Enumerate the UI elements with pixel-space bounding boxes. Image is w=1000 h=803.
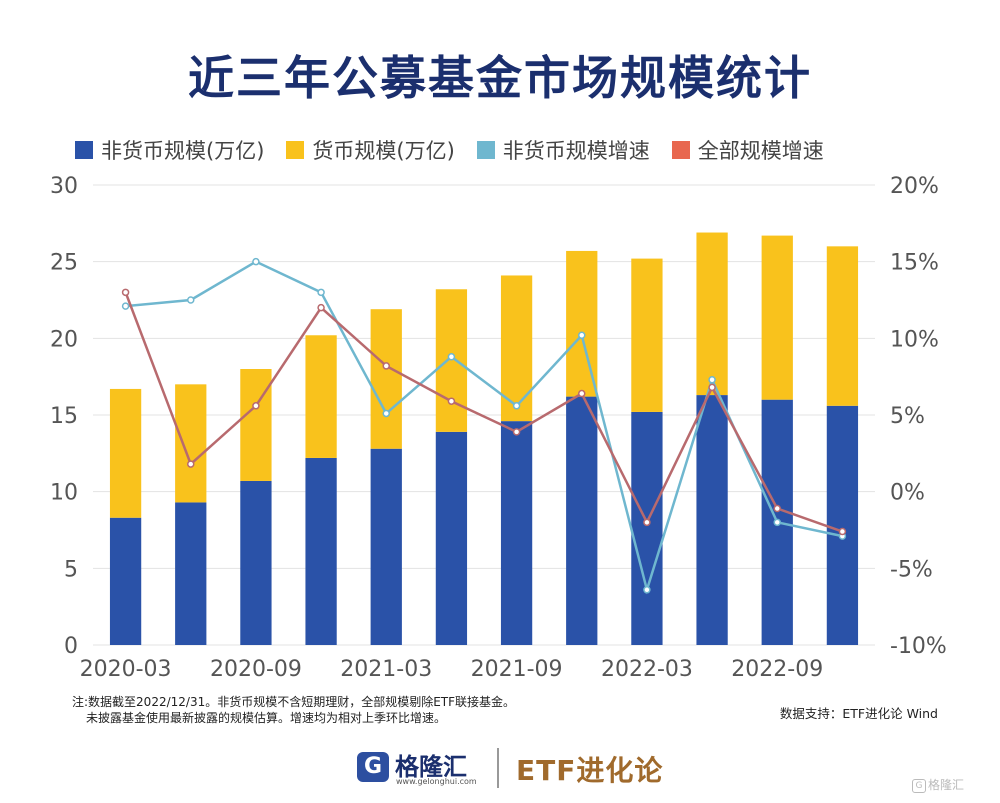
point-total-growth — [643, 518, 651, 527]
legend-label: 全部规模增速 — [697, 139, 824, 163]
y-right-tick-label: 10% — [890, 327, 939, 352]
legend-label: 货币规模(万亿) — [312, 139, 455, 163]
legend-item-nonmoney-growth: 非货币规模增速 — [476, 135, 650, 165]
y-left-tick-label: 30 — [50, 174, 78, 199]
footnote: 注:数据截至2022/12/31。非货币规模不含短期理财，全部规模剔除ETF联接… — [72, 694, 515, 726]
bar-nonmoney — [631, 411, 663, 645]
bar-nonmoney — [435, 431, 468, 645]
partner-logo: ETF进化论 — [516, 754, 664, 787]
bar-nonmoney — [370, 448, 402, 645]
point-nonmoney-growth — [187, 296, 195, 304]
bar-nonmoney — [500, 421, 533, 645]
point-total-growth — [121, 288, 130, 297]
point-nonmoney-growth — [643, 586, 651, 594]
point-nonmoney-growth — [252, 257, 260, 266]
bar-money — [631, 258, 663, 412]
footer-divider — [497, 748, 499, 788]
legend-label: 非货币规模增速 — [502, 139, 650, 163]
x-tick-label: 2020-03 — [80, 657, 172, 682]
line-nonmoney-growth — [125, 260, 843, 595]
y-left-tick-label: 25 — [50, 251, 78, 276]
y-right-tick-label: 5% — [890, 404, 925, 429]
footnote-line-2: 未披露基金使用最新披露的规模估算。增速均为相对上季环比增速。 — [86, 711, 447, 725]
bar-nonmoney — [109, 517, 142, 645]
point-nonmoney-growth — [317, 288, 325, 297]
y-right-tick-label: 0% — [890, 481, 925, 506]
bar-money — [826, 246, 859, 406]
y-right-tick-label: 15% — [890, 251, 939, 276]
legend-swatch — [476, 141, 495, 159]
legend-swatch — [75, 141, 93, 159]
bar-money — [370, 309, 402, 449]
x-tick-label: 2021-09 — [471, 657, 563, 682]
bar-nonmoney — [305, 457, 337, 645]
bar-nonmoney — [826, 405, 859, 645]
bar-money — [305, 335, 337, 458]
x-tick-label: 2020-09 — [210, 657, 302, 682]
bar-nonmoney — [240, 480, 272, 645]
legend-item-total-growth: 全部规模增速 — [671, 135, 824, 165]
x-tick-label: 2022-03 — [601, 657, 693, 682]
combo-chart: 0 5 10 15 20 25 30 -10% -5% 0% 5% 10% 15% 20% 2020-03 2… — [50, 174, 947, 682]
point-nonmoney-growth — [512, 402, 521, 410]
point-total-growth — [382, 362, 390, 370]
bar-nonmoney — [696, 395, 728, 645]
bar-nonmoney — [175, 502, 207, 645]
point-total-growth — [317, 303, 325, 312]
bar-money — [435, 289, 468, 432]
point-nonmoney-growth — [121, 302, 130, 310]
y-left-tick-label: 5 — [64, 557, 78, 582]
legend-item-nonmoney: 非货币规模(万亿) — [75, 135, 264, 165]
footnote-line-1: 注:数据截至2022/12/31。非货币规模不含短期理财，全部规模剔除ETF联接… — [72, 695, 516, 709]
bar-money — [500, 275, 533, 422]
legend-item-money: 货币规模(万亿) — [286, 135, 455, 165]
point-total-growth — [447, 397, 456, 405]
y-right-tick-label: -5% — [890, 557, 933, 582]
data-source: 数据支持：ETF进化论 Wind — [779, 706, 938, 721]
point-nonmoney-growth — [382, 409, 390, 418]
point-total-growth — [187, 460, 195, 468]
point-total-growth — [773, 504, 781, 513]
point-total-growth — [252, 402, 260, 410]
point-total-growth — [578, 389, 586, 398]
point-total-growth — [708, 383, 716, 392]
y-right-tick-label: 20% — [890, 174, 939, 199]
point-total-growth — [512, 428, 521, 436]
point-total-growth — [838, 527, 847, 536]
watermark-icon: G — [912, 778, 926, 793]
bar-nonmoney — [566, 396, 598, 645]
page-title: 近三年公募基金市场规模统计 — [188, 51, 812, 105]
brand-name: 格隆汇 — [395, 753, 467, 781]
y-left-tick-label: 10 — [50, 481, 78, 506]
legend-swatch — [671, 141, 690, 159]
y-left-tick-label: 0 — [64, 634, 78, 659]
bar-money — [696, 232, 728, 396]
y-right-tick-label: -10% — [890, 634, 947, 659]
point-nonmoney-growth — [708, 375, 716, 384]
bar-money — [109, 388, 142, 518]
chart-legend: 非货币规模(万亿) 货币规模(万亿) 非货币规模增速 全部规模增速 — [75, 135, 955, 165]
line-total-growth — [124, 291, 843, 533]
point-nonmoney-growth — [578, 331, 586, 340]
x-tick-label: 2022-09 — [731, 657, 823, 682]
point-nonmoney-growth — [773, 518, 781, 527]
legend-label: 非货币规模(万亿) — [101, 139, 265, 163]
gelonghui-logo-icon: G — [357, 752, 389, 782]
watermark-text: 格隆汇 — [928, 778, 965, 792]
point-nonmoney-growth — [447, 352, 456, 361]
x-tick-label: 2021-03 — [340, 657, 432, 682]
brand-url: www.gelonghui.com — [396, 777, 477, 786]
y-left-tick-label: 15 — [50, 404, 78, 429]
bar-money — [761, 235, 793, 400]
y-left-tick-label: 20 — [50, 327, 78, 352]
legend-swatch — [286, 141, 305, 159]
bar-money — [240, 369, 272, 481]
watermark: G 格隆汇 — [912, 776, 964, 793]
bar-money — [175, 384, 207, 503]
